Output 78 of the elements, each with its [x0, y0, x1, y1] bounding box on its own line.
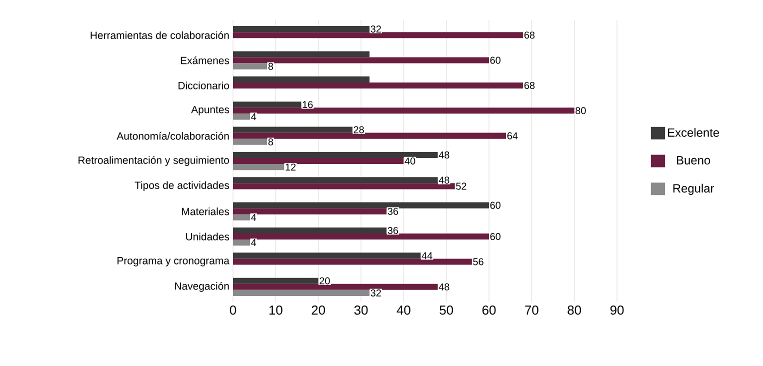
y-tick-label: Navegación: [175, 282, 229, 292]
data-label: 60: [490, 233, 500, 240]
bar: [233, 227, 387, 234]
bar: [233, 278, 318, 284]
x-tick-label: 10: [269, 306, 282, 315]
bar: [233, 183, 455, 190]
bar: [233, 102, 302, 108]
y-tick-label: Autonomía/colaboración: [116, 132, 229, 140]
legend-label: Excelente: [668, 128, 720, 137]
data-label: 68: [524, 82, 535, 89]
data-label: 16: [302, 101, 313, 108]
bar: [233, 108, 574, 114]
data-label: 44: [422, 252, 432, 260]
bar: [233, 177, 438, 184]
y-tick-label: Apuntes: [191, 106, 230, 116]
bar: [233, 26, 370, 32]
data-label: 4: [251, 239, 256, 246]
data-label: 28: [354, 126, 364, 134]
x-tick-label: 50: [440, 306, 454, 315]
x-tick-label: 90: [610, 306, 624, 315]
data-label: 64: [507, 132, 518, 140]
bar: [233, 158, 404, 164]
x-tick-label: 70: [525, 306, 538, 315]
y-tick-label: Programa y cronograma: [118, 257, 230, 266]
data-label: 68: [524, 32, 535, 39]
bar: [233, 208, 387, 214]
data-label: 8: [268, 62, 274, 70]
data-label: 4: [251, 214, 256, 221]
bar: [233, 214, 250, 220]
bar: [233, 152, 438, 158]
bar: [233, 202, 489, 208]
data-label: 36: [388, 208, 398, 215]
legend-label: Bueno: [677, 156, 710, 164]
y-tick-label: Materiales: [182, 208, 230, 216]
data-label: 36: [388, 226, 398, 234]
bar: [233, 57, 489, 64]
data-label: 56: [473, 258, 484, 266]
data-label: 32: [370, 289, 381, 296]
x-tick-label: 0: [230, 306, 236, 315]
data-label: 48: [438, 283, 450, 290]
y-tick-label: Tipos de actividades: [134, 181, 230, 192]
x-tick-label: 60: [482, 306, 496, 315]
bar: [233, 234, 489, 240]
x-tick-label: 40: [396, 306, 410, 315]
bar: [233, 114, 250, 120]
bar: [233, 132, 506, 139]
data-label: 32: [370, 26, 381, 33]
y-tick-label: Herramientas de colaboración: [90, 31, 229, 40]
bar: [233, 240, 250, 246]
data-label: 52: [456, 182, 466, 190]
bar: [233, 63, 268, 70]
bar: [233, 138, 268, 145]
data-label: 8: [268, 138, 274, 146]
y-tick-label: Exámenes: [180, 56, 230, 64]
bar: [233, 51, 370, 58]
y-tick-label: Diccionario: [178, 82, 230, 90]
data-label: 60: [490, 202, 500, 209]
x-tick-label: 20: [312, 306, 326, 315]
data-label: 40: [404, 157, 416, 165]
data-label: 12: [286, 164, 296, 171]
data-label: 4: [251, 113, 256, 120]
bar: [233, 284, 438, 290]
data-label: 60: [490, 56, 500, 64]
y-tick-label: Retroalimentación y seguimiento: [78, 156, 230, 166]
x-tick-label: 80: [568, 306, 582, 315]
y-tick-label: Unidades: [186, 232, 230, 240]
data-label: 80: [576, 107, 586, 114]
bar: [233, 164, 284, 170]
bar: [233, 76, 370, 82]
legend-label: Regular: [673, 184, 714, 195]
data-label: 48: [438, 151, 450, 158]
bar: [233, 290, 370, 296]
data-label: 20: [320, 277, 330, 284]
data-label: 48: [438, 176, 450, 184]
bar: [233, 252, 421, 259]
bar: [233, 258, 472, 265]
bar: [233, 126, 352, 133]
x-tick-label: 30: [354, 306, 368, 315]
